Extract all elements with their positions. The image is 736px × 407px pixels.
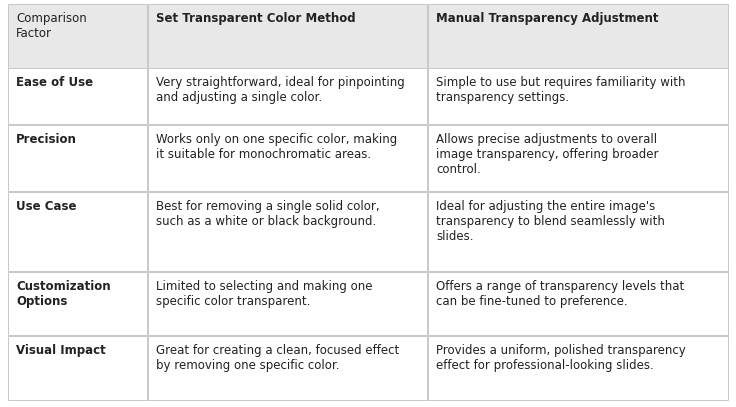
Bar [8, 336, 147, 400]
Text: Ideal for adjusting the entire image's
transparency to blend seamlessly with
sli: Ideal for adjusting the entire image's t… [436, 200, 665, 243]
Text: Use Case: Use Case [16, 200, 77, 213]
Bar [428, 192, 728, 271]
Text: Provides a uniform, polished transparency
effect for professional-looking slides: Provides a uniform, polished transparenc… [436, 344, 686, 372]
Text: Very straightforward, ideal for pinpointing
and adjusting a single color.: Very straightforward, ideal for pinpoint… [156, 76, 405, 104]
Text: Allows precise adjustments to overall
image transparency, offering broader
contr: Allows precise adjustments to overall im… [436, 133, 659, 176]
Text: Customization
Options: Customization Options [16, 280, 110, 308]
Text: Simple to use but requires familiarity with
transparency settings.: Simple to use but requires familiarity w… [436, 76, 685, 104]
Bar [8, 125, 147, 191]
Text: Ease of Use: Ease of Use [16, 76, 93, 89]
Text: Visual Impact: Visual Impact [16, 344, 106, 357]
Text: Works only on one specific color, making
it suitable for monochromatic areas.: Works only on one specific color, making… [156, 133, 397, 161]
Bar [428, 4, 728, 68]
Bar [148, 336, 427, 400]
Text: Limited to selecting and making one
specific color transparent.: Limited to selecting and making one spec… [156, 280, 372, 308]
Text: Offers a range of transparency levels that
can be fine-tuned to preference.: Offers a range of transparency levels th… [436, 280, 684, 308]
Bar [148, 68, 427, 124]
Bar [428, 272, 728, 335]
Bar [148, 192, 427, 271]
Text: Precision: Precision [16, 133, 77, 146]
Bar [148, 125, 427, 191]
Text: Set Transparent Color Method: Set Transparent Color Method [156, 12, 355, 25]
Bar [148, 4, 427, 68]
Text: Comparison
Factor: Comparison Factor [16, 12, 87, 40]
Bar [428, 125, 728, 191]
Bar [8, 272, 147, 335]
Bar [8, 192, 147, 271]
Text: Manual Transparency Adjustment: Manual Transparency Adjustment [436, 12, 659, 25]
Bar [8, 68, 147, 124]
Bar [148, 272, 427, 335]
Text: Best for removing a single solid color,
such as a white or black background.: Best for removing a single solid color, … [156, 200, 380, 228]
Bar [428, 68, 728, 124]
Text: Great for creating a clean, focused effect
by removing one specific color.: Great for creating a clean, focused effe… [156, 344, 399, 372]
Bar [428, 336, 728, 400]
Bar [8, 4, 147, 68]
